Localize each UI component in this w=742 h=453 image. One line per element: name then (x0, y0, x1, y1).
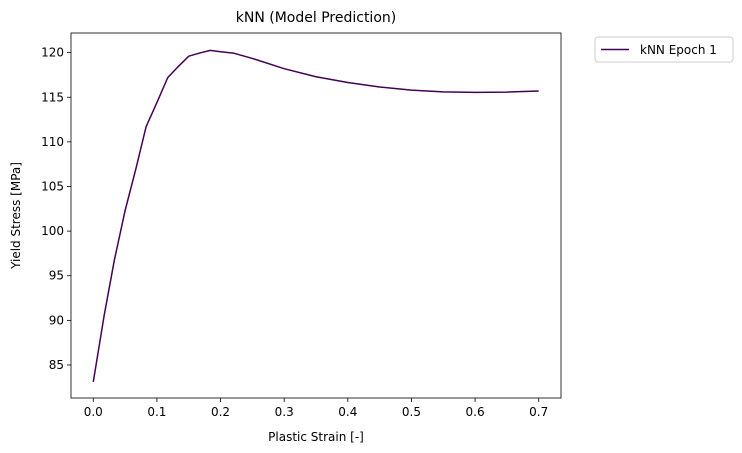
y-tick-label: 110 (41, 135, 64, 149)
y-tick-label: 115 (41, 90, 64, 104)
y-tick-label: 95 (49, 269, 64, 283)
y-tick-label: 100 (41, 224, 64, 238)
y-tick-label: 105 (41, 179, 64, 193)
y-axis-label: Yield Stress [MPa] (9, 162, 23, 270)
x-tick-label: 0.7 (529, 405, 548, 419)
x-axis-ticks: 0.0 0.1 0.2 0.3 0.4 0.5 0.6 0.7 (84, 398, 548, 419)
plot-frame (70, 32, 562, 399)
x-tick-label: 0.2 (211, 405, 230, 419)
legend-box (594, 36, 734, 63)
series-line-knn-epoch-1 (92, 49, 539, 383)
chart-title: kNN (Model Prediction) (236, 10, 396, 26)
y-tick-label: 85 (49, 358, 64, 372)
x-tick-label: 0.1 (147, 405, 166, 419)
x-tick-label: 0.6 (466, 405, 485, 419)
x-tick-label: 0.4 (338, 405, 357, 419)
legend: kNN Epoch 1 (594, 36, 734, 63)
legend-label-knn-epoch-1: kNN Epoch 1 (640, 43, 717, 57)
plot-series (92, 49, 539, 383)
y-tick-label: 120 (41, 46, 64, 60)
x-tick-label: 0.5 (402, 405, 421, 419)
x-tick-label: 0.0 (84, 405, 103, 419)
x-tick-label: 0.3 (275, 405, 294, 419)
x-axis-label: Plastic Strain [-] (268, 430, 364, 444)
y-axis-ticks: 85 90 95 100 105 110 115 120 (41, 46, 71, 372)
y-tick-label: 90 (49, 313, 64, 327)
